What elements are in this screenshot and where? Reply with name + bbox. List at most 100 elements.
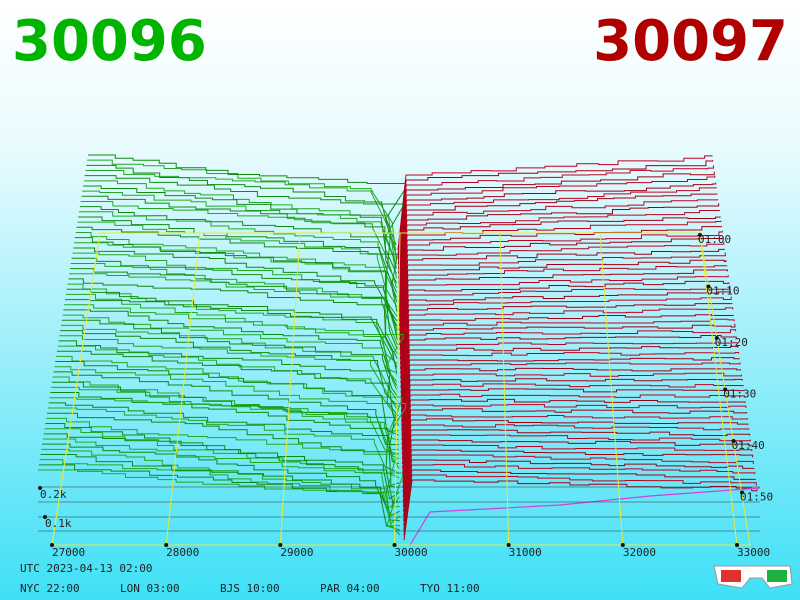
bid-curve (67, 283, 398, 365)
ask-curve (403, 474, 757, 536)
ask-curve (402, 449, 754, 512)
ask-curve (398, 226, 723, 312)
ask-curve (399, 280, 730, 360)
ask-curve (398, 203, 720, 293)
bid-curve (55, 361, 399, 436)
bid-curve (86, 164, 397, 255)
bid-curve (39, 459, 400, 527)
ask-curve (401, 398, 746, 464)
bid-curve (83, 185, 397, 274)
ask-curve (398, 216, 721, 303)
time-label: 01:20 (715, 336, 748, 349)
time-label: 01:00 (698, 233, 731, 246)
ask-curve (398, 193, 718, 284)
depth-label: 0.2k (40, 488, 67, 501)
ask-curve (403, 459, 755, 522)
bid-curve (70, 262, 398, 346)
bid-curve (42, 438, 400, 508)
ask-curve (401, 367, 742, 436)
time-label: 01:40 (732, 439, 765, 452)
bid-curve (47, 412, 400, 487)
bid-curve (78, 211, 398, 298)
bid-curve (69, 273, 398, 355)
price-tick (620, 543, 625, 547)
zone-time: BJS 10:00 (220, 582, 280, 595)
ask-curve (401, 351, 740, 422)
price-label: 32000 (623, 546, 656, 559)
ask-curve (397, 165, 714, 260)
ask-curve (400, 329, 737, 403)
bid-curve (85, 169, 397, 260)
ask-curve (403, 454, 754, 517)
zone-time: TYO 11:00 (420, 582, 480, 595)
bid-curve (62, 314, 399, 393)
bid-curve (79, 206, 398, 293)
ask-curve (400, 296, 732, 374)
price-grid-line (165, 232, 201, 546)
ask-curve (402, 439, 752, 503)
ask-curve (400, 314, 734, 388)
bid-curve (60, 324, 399, 403)
bid-curve (75, 231, 398, 317)
ask-curve (402, 408, 748, 474)
time-tick (731, 439, 736, 443)
ask-curve (401, 393, 745, 460)
bid-curve (51, 386, 400, 460)
zone-time: NYC 22:00 (20, 582, 80, 595)
time-label: 01:10 (706, 285, 739, 298)
ask-price: 30097 (593, 9, 788, 74)
ask-curve (397, 182, 717, 274)
bid-curve (76, 226, 398, 312)
price-label: 28000 (166, 546, 199, 559)
price-tick (506, 543, 511, 547)
ask-curve (397, 155, 713, 251)
ask-curve (398, 230, 723, 317)
ask-curve (401, 383, 744, 450)
bid-curve (74, 242, 398, 327)
price-tick (392, 543, 397, 547)
bid-price: 30096 (12, 9, 207, 74)
time-label: 01:30 (723, 388, 756, 401)
ask-curve (400, 334, 737, 407)
ask-curve (397, 171, 715, 265)
price-grid-line (699, 232, 738, 546)
bid-curve (83, 180, 397, 269)
bid-curve (73, 247, 398, 331)
price-tick (164, 543, 169, 547)
ask-curve (397, 175, 716, 270)
bid-curve (47, 407, 400, 479)
bid-curve (80, 200, 398, 288)
ask-curve (401, 357, 740, 426)
ask-curve (400, 307, 734, 384)
depth-curves (38, 154, 761, 546)
ask-curve (401, 372, 743, 441)
ask-curve (399, 241, 725, 327)
ask-curve (400, 323, 736, 398)
bid-curve (74, 237, 398, 322)
bid-curve (64, 304, 399, 384)
price-tick (735, 543, 739, 547)
ask-curve (400, 342, 738, 412)
price-grid-line (279, 232, 301, 546)
bid-curve (40, 454, 400, 522)
bid-curve (58, 340, 399, 417)
bid-curve (42, 443, 400, 517)
bid-curve (63, 309, 399, 388)
bid-curve (87, 159, 397, 250)
ask-curve (399, 285, 731, 365)
bid-curve (50, 392, 400, 465)
ask-curve (401, 388, 745, 455)
depth-label: 0.1k (45, 517, 72, 530)
ask-curve (403, 464, 756, 526)
ask-curve (398, 210, 720, 298)
ask-curve (398, 187, 717, 279)
time-tick (740, 490, 744, 495)
bid-curve (77, 221, 398, 308)
ask-curve (402, 418, 749, 484)
price-label: 29000 (280, 546, 313, 559)
bid-curve (84, 175, 404, 265)
floor-grid: 27000 28000 29000 30000 31000 32000 33000 01:00… (38, 232, 773, 559)
ask-curve (402, 444, 753, 507)
bid-curve (59, 335, 399, 412)
